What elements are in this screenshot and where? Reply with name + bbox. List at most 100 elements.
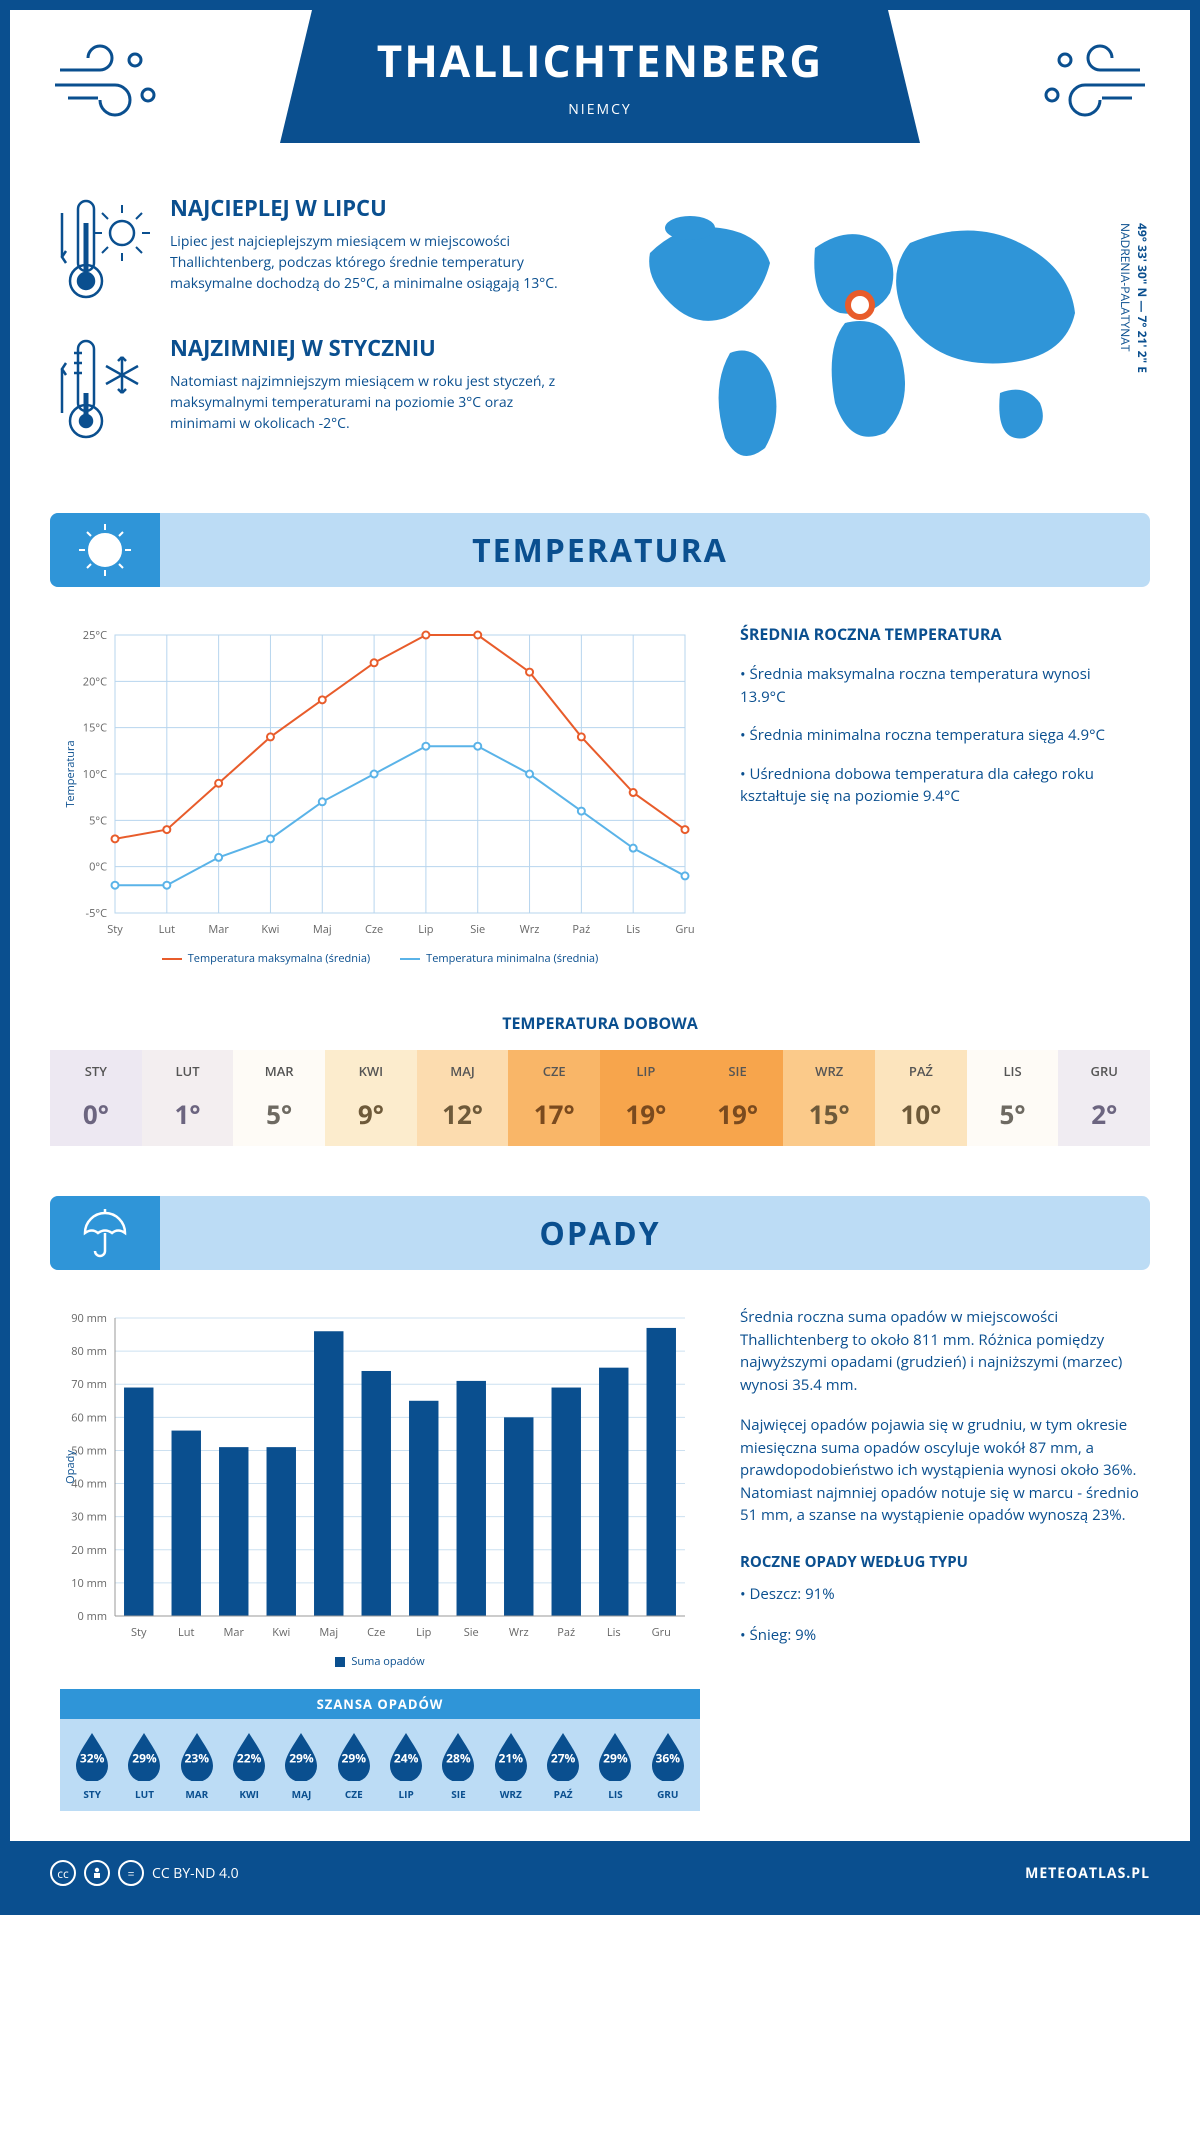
- svg-text:10 mm: 10 mm: [71, 1576, 107, 1591]
- intro-text-col: NAJCIEPLEJ W LIPCU Lipiec jest najcieple…: [60, 193, 580, 473]
- daily-cell: WRZ15°: [783, 1050, 875, 1146]
- chance-cell: 36%GRU: [642, 1731, 694, 1801]
- svg-text:10°C: 10°C: [83, 767, 107, 782]
- map-col: 49° 33' 30" N — 7° 21' 2" E NADRENIA-PAL…: [620, 193, 1140, 473]
- precip-type1: • Deszcz: 91%: [740, 1583, 1140, 1606]
- legend-max: Temperatura maksymalna (średnia): [188, 951, 370, 966]
- precip-p2: Najwięcej opadów pojawia się w grudniu, …: [740, 1414, 1140, 1527]
- svg-text:Opady: Opady: [63, 1450, 78, 1484]
- svg-text:Wrz: Wrz: [520, 922, 540, 937]
- precip-chance-box: SZANSA OPADÓW 32%STY29%LUT23%MAR22%KWI29…: [60, 1689, 700, 1811]
- daily-cell: SIE19°: [692, 1050, 784, 1146]
- chance-cell: 21%WRZ: [485, 1731, 537, 1801]
- svg-text:Sie: Sie: [464, 1625, 479, 1640]
- avg-temp-heading: ŚREDNIA ROCZNA TEMPERATURA: [740, 623, 1140, 645]
- svg-text:Lut: Lut: [159, 922, 175, 937]
- warmest-text: Lipiec jest najcieplejszym miesiącem w m…: [170, 231, 580, 294]
- warmest-title: NAJCIEPLEJ W LIPCU: [170, 193, 580, 223]
- site-name: METEOATLAS.PL: [1025, 1864, 1150, 1883]
- svg-text:20°C: 20°C: [83, 674, 107, 689]
- precip-bar-chart: 0 mm10 mm20 mm30 mm40 mm50 mm60 mm70 mm8…: [60, 1306, 700, 1669]
- precip-info: Średnia roczna suma opadów w miejscowośc…: [740, 1306, 1140, 1669]
- temperature-section-header: TEMPERATURA: [50, 513, 1150, 587]
- svg-text:Gru: Gru: [675, 922, 694, 937]
- nd-icon: =: [118, 1860, 144, 1886]
- svg-text:15°C: 15°C: [83, 721, 107, 736]
- precip-p1: Średnia roczna suma opadów w miejscowośc…: [740, 1306, 1140, 1396]
- svg-text:70 mm: 70 mm: [71, 1377, 107, 1392]
- avg-temp-b2: • Średnia minimalna roczna temperatura s…: [740, 724, 1140, 747]
- svg-text:-5°C: -5°C: [86, 906, 108, 921]
- daily-cell: CZE17°: [508, 1050, 600, 1146]
- chance-cell: 29%MAJ: [275, 1731, 327, 1801]
- license-text: CC BY-ND 4.0: [152, 1864, 239, 1883]
- svg-text:Wrz: Wrz: [509, 1625, 529, 1640]
- daily-cell: KWI9°: [325, 1050, 417, 1146]
- precip-chart-legend: Suma opadów: [60, 1654, 700, 1669]
- coords-latlon: 49° 33' 30" N — 7° 21' 2" E: [1134, 223, 1151, 373]
- daily-temp-title: TEMPERATURA DOBOWA: [10, 1012, 1190, 1034]
- svg-text:90 mm: 90 mm: [71, 1311, 107, 1326]
- daily-cell: LIS5°: [967, 1050, 1059, 1146]
- chance-cell: 27%PAŹ: [537, 1731, 589, 1801]
- daily-temp-grid: STY0°LUT1°MAR5°KWI9°MAJ12°CZE17°LIP19°SI…: [50, 1050, 1150, 1146]
- coldest-title: NAJZIMNIEJ W STYCZNIU: [170, 333, 580, 363]
- footer: cc = CC BY-ND 4.0 METEOATLAS.PL: [10, 1841, 1190, 1905]
- temperature-line-chart: -5°C0°C5°C10°C15°C20°C25°CStyLutMarKwiMa…: [60, 623, 700, 966]
- daily-cell: LUT1°: [142, 1050, 234, 1146]
- intro-section: NAJCIEPLEJ W LIPCU Lipiec jest najcieple…: [10, 163, 1190, 513]
- sun-icon: [50, 513, 160, 587]
- svg-text:Cze: Cze: [367, 1625, 385, 1640]
- precip-type2: • Śnieg: 9%: [740, 1624, 1140, 1647]
- svg-text:Lip: Lip: [418, 922, 434, 937]
- svg-text:Mar: Mar: [208, 922, 229, 937]
- svg-text:80 mm: 80 mm: [71, 1344, 107, 1359]
- cc-icon: cc: [50, 1860, 76, 1886]
- chance-cell: 28%SIE: [432, 1731, 484, 1801]
- country-subtitle: NIEMCY: [320, 100, 880, 119]
- svg-text:Cze: Cze: [365, 922, 383, 937]
- thermometer-sun-icon: [60, 193, 150, 303]
- temperature-body: -5°C0°C5°C10°C15°C20°C25°CStyLutMarKwiMa…: [10, 587, 1190, 1002]
- thermometer-snow-icon: [60, 333, 150, 443]
- chance-cell: 29%LIS: [589, 1731, 641, 1801]
- svg-text:20 mm: 20 mm: [71, 1543, 107, 1558]
- svg-text:Lis: Lis: [607, 1625, 621, 1640]
- coldest-text: Natomiast najzimniejszym miesiącem w rok…: [170, 371, 580, 434]
- wind-icon: [50, 40, 170, 120]
- chance-cell: 32%STY: [66, 1731, 118, 1801]
- precip-type-head: ROCZNE OPADY WEDŁUG TYPU: [740, 1551, 1140, 1574]
- city-title: THALLICHTENBERG: [320, 30, 880, 90]
- daily-cell: GRU2°: [1058, 1050, 1150, 1146]
- chance-cell: 24%LIP: [380, 1731, 432, 1801]
- coords-region: NADRENIA-PALATYNAT: [1117, 223, 1134, 351]
- chance-cell: 29%LUT: [118, 1731, 170, 1801]
- precip-body: 0 mm10 mm20 mm30 mm40 mm50 mm60 mm70 mm8…: [10, 1270, 1190, 1689]
- svg-text:Maj: Maj: [313, 922, 332, 937]
- header: THALLICHTENBERG NIEMCY: [10, 10, 1190, 163]
- temperature-title: TEMPERATURA: [472, 529, 728, 572]
- warmest-block: NAJCIEPLEJ W LIPCU Lipiec jest najcieple…: [60, 193, 580, 303]
- svg-text:Sty: Sty: [131, 1625, 147, 1640]
- svg-text:Paź: Paź: [557, 1625, 575, 1640]
- daily-cell: LIP19°: [600, 1050, 692, 1146]
- temperature-info: ŚREDNIA ROCZNA TEMPERATURA • Średnia mak…: [740, 623, 1140, 966]
- svg-text:0 mm: 0 mm: [77, 1609, 107, 1624]
- wind-icon: [1030, 40, 1150, 120]
- by-icon: [84, 1860, 110, 1886]
- daily-cell: MAR5°: [233, 1050, 325, 1146]
- svg-text:Paź: Paź: [572, 922, 590, 937]
- daily-cell: STY0°: [50, 1050, 142, 1146]
- precip-section-header: OPADY: [50, 1196, 1150, 1270]
- svg-text:Mar: Mar: [223, 1625, 244, 1640]
- svg-text:5°C: 5°C: [89, 813, 107, 828]
- svg-text:Sty: Sty: [107, 922, 123, 937]
- legend-sum: Suma opadów: [351, 1654, 424, 1669]
- legend-min: Temperatura minimalna (średnia): [426, 951, 598, 966]
- daily-cell: PAŹ10°: [875, 1050, 967, 1146]
- chance-cell: 29%CZE: [328, 1731, 380, 1801]
- svg-text:Kwi: Kwi: [261, 922, 279, 937]
- title-banner: THALLICHTENBERG NIEMCY: [280, 10, 920, 143]
- daily-cell: MAJ12°: [417, 1050, 509, 1146]
- umbrella-icon: [50, 1196, 160, 1270]
